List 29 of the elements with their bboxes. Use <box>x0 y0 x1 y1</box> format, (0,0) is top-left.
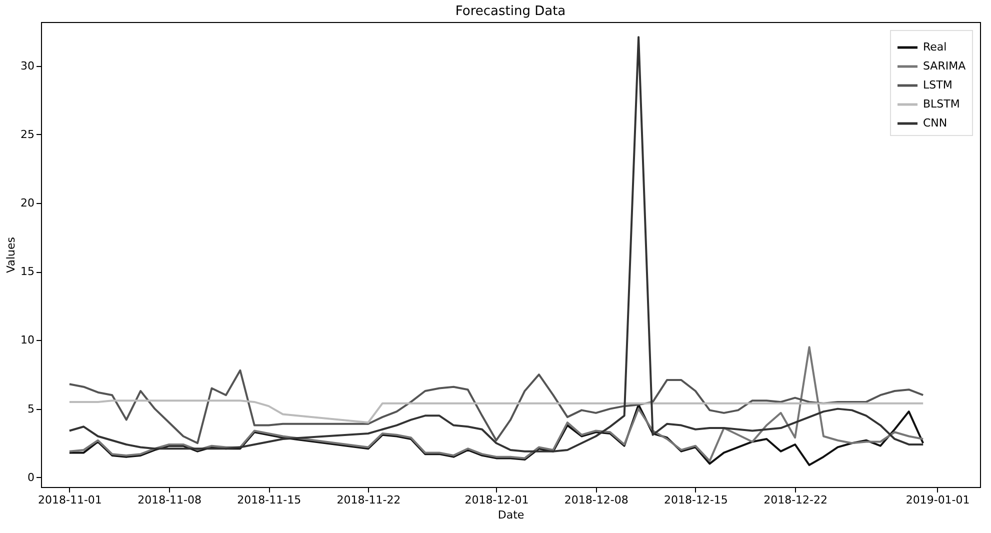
y-tick-label: 5 <box>28 402 34 416</box>
legend-label: LSTM <box>923 78 952 92</box>
x-axis-title: Date <box>498 508 524 522</box>
y-tick-label: 0 <box>28 470 34 484</box>
x-tick-label: 2018-12-01 <box>464 494 529 506</box>
x-tick-label: 2018-12-22 <box>764 494 828 506</box>
x-tick-label: 2018-11-15 <box>237 494 302 506</box>
y-axis-title: Values <box>4 236 18 273</box>
y-tick-label: 10 <box>20 334 34 347</box>
y-tick-label: 15 <box>20 265 34 278</box>
y-tick-label: 25 <box>20 128 34 141</box>
legend-label: CNN <box>923 116 948 130</box>
x-tick-label: 2019-01-01 <box>906 494 970 506</box>
x-tick-label: 2018-12-15 <box>664 494 728 506</box>
line-series <box>68 36 924 452</box>
y-tick-label: 30 <box>20 59 34 72</box>
chart-title: Forecasting Data <box>455 4 566 19</box>
x-tick-label: 2018-12-08 <box>564 494 628 506</box>
line-series <box>68 404 924 466</box>
line-series <box>68 346 924 462</box>
x-tick-label: 2018-11-01 <box>38 494 102 506</box>
x-tick-label: 2018-11-22 <box>336 494 401 506</box>
y-tick-label: 20 <box>20 196 34 210</box>
legend-label: BLSTM <box>923 98 960 110</box>
line-series <box>68 400 924 424</box>
legend-label: Real <box>923 40 947 54</box>
line-series <box>68 369 924 444</box>
legend-label: SARIMA <box>923 60 966 72</box>
x-tick-label: 2018-11-08 <box>138 494 202 506</box>
